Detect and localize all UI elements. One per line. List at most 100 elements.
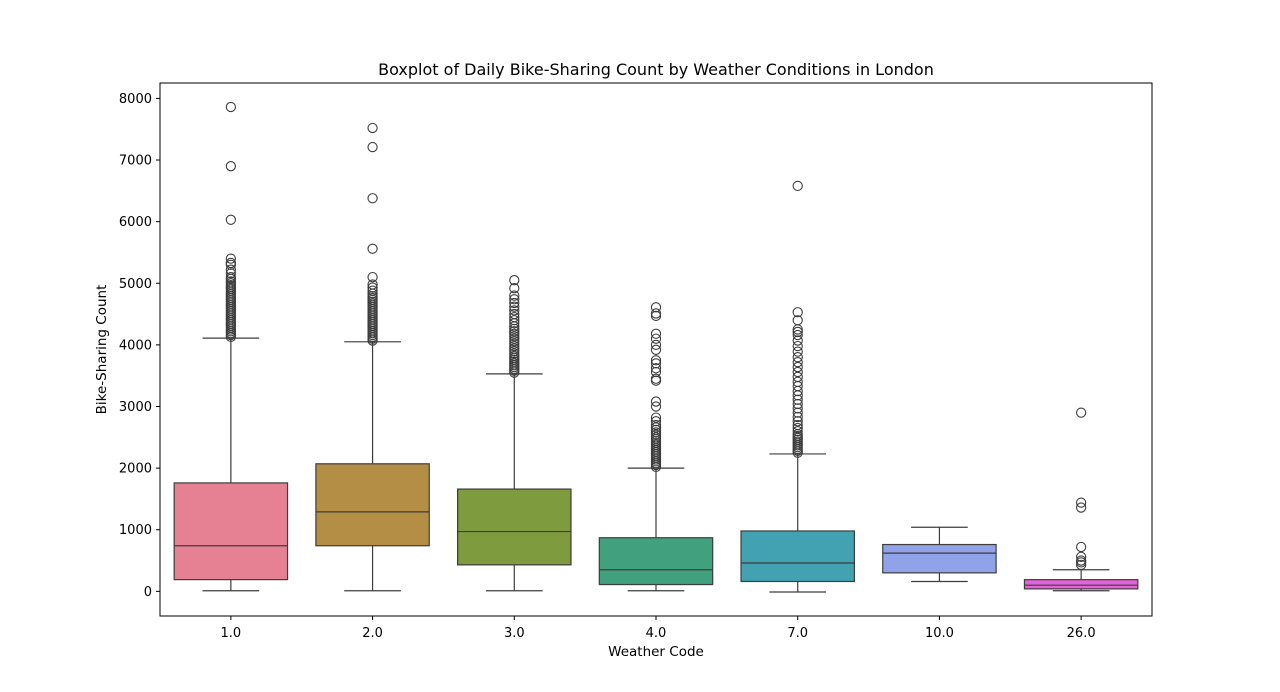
x-axis: 1.0 2.0 3.0 4.0 7.0 10.0 26.0	[221, 616, 1096, 641]
outlier-point	[509, 297, 520, 309]
box-group	[598, 302, 714, 592]
outlier-point	[509, 350, 520, 362]
outlier-point	[792, 407, 803, 418]
outlier-point	[509, 290, 520, 301]
outlier-point	[509, 305, 520, 316]
outlier-point	[225, 101, 237, 113]
box-body	[315, 463, 430, 547]
outlier-point	[650, 401, 662, 412]
outlier-point	[225, 276, 237, 287]
box-group	[315, 122, 430, 592]
outlier-point	[792, 346, 803, 357]
outlier-point	[1075, 497, 1087, 508]
y-axis: 0 1000 2000 3000 4000 5000 6000 7000 8000	[119, 92, 160, 600]
outlier-point	[509, 336, 520, 347]
outlier-point	[367, 279, 378, 290]
outlier-point	[509, 343, 520, 354]
y-tick-label: 0	[144, 585, 152, 600]
chart-title: Boxplot of Daily Bike-Sharing Count by W…	[378, 60, 934, 79]
box-body	[598, 537, 714, 586]
outlier-point	[650, 419, 662, 431]
box-group	[882, 526, 997, 583]
outlier-point	[650, 432, 662, 443]
y-tick-label: 2000	[119, 462, 152, 477]
outlier-point	[1075, 407, 1087, 418]
outlier-point	[792, 329, 803, 341]
boxes-layer	[173, 101, 1139, 593]
outlier-point	[367, 122, 378, 134]
outlier-point	[650, 333, 662, 344]
outlier-point	[225, 268, 237, 279]
outlier-point	[792, 335, 803, 346]
x-tick-label: 4.0	[646, 626, 667, 641]
outlier-point	[792, 315, 803, 326]
outlier-point	[225, 257, 237, 269]
x-axis-title: Weather Code	[608, 644, 704, 660]
box-body	[882, 543, 997, 574]
outlier-point	[509, 340, 520, 352]
outlier-point	[509, 301, 520, 312]
outlier-point	[650, 416, 662, 427]
outlier-point	[509, 348, 520, 359]
x-tick-label: 7.0	[787, 626, 808, 641]
outlier-point	[792, 416, 803, 427]
outlier-point	[650, 412, 662, 423]
box-group	[1023, 407, 1139, 592]
x-tick-label: 10.0	[925, 626, 954, 641]
y-tick-label: 8000	[119, 92, 152, 107]
outlier-point	[509, 283, 520, 294]
outlier-point	[792, 361, 803, 373]
outlier-point	[792, 356, 803, 368]
outlier-point	[792, 422, 803, 434]
outlier-point	[509, 328, 520, 339]
outlier-point	[367, 141, 378, 153]
y-tick-label: 5000	[119, 277, 152, 292]
outlier-point	[650, 308, 662, 319]
outlier-point	[650, 363, 662, 374]
outlier-point	[509, 315, 520, 326]
outlier-point	[650, 358, 662, 369]
outlier-point	[650, 373, 662, 384]
outlier-point	[509, 338, 520, 349]
outlier-point	[1075, 502, 1087, 513]
x-tick-label: 3.0	[504, 626, 525, 641]
outlier-point	[792, 403, 803, 414]
outlier-point	[792, 419, 803, 431]
outlier-point	[650, 429, 662, 440]
y-tick-label: 4000	[119, 338, 152, 353]
y-tick-label: 6000	[119, 215, 152, 230]
outlier-point	[1075, 559, 1087, 571]
outlier-point	[509, 312, 520, 323]
outlier-point	[367, 271, 378, 283]
outlier-point	[509, 326, 520, 337]
outlier-point	[792, 425, 803, 437]
outlier-point	[650, 396, 662, 407]
y-tick-label: 1000	[119, 523, 152, 538]
outlier-point	[792, 352, 803, 363]
outlier-point	[509, 331, 520, 342]
plot-frame	[159, 82, 1153, 617]
outlier-point	[650, 422, 662, 433]
y-tick-label: 7000	[119, 154, 152, 169]
outlier-point	[225, 253, 237, 264]
outlier-point	[509, 333, 520, 344]
outlier-point	[650, 302, 662, 313]
box-body	[457, 488, 572, 566]
outlier-point	[367, 291, 378, 302]
outlier-point	[1075, 551, 1087, 562]
box-group	[740, 180, 855, 593]
outlier-point	[650, 339, 662, 351]
outlier-point	[225, 264, 237, 275]
outlier-point	[367, 243, 378, 254]
x-tick-label: 26.0	[1067, 626, 1096, 641]
outlier-point	[367, 285, 378, 296]
outlier-point	[792, 180, 803, 192]
outlier-point	[650, 427, 662, 438]
outlier-point	[225, 161, 237, 172]
outlier-point	[225, 271, 237, 283]
outlier-point	[1075, 541, 1087, 553]
outlier-point	[650, 328, 662, 339]
outlier-point	[509, 323, 520, 335]
box-body	[1023, 579, 1139, 590]
